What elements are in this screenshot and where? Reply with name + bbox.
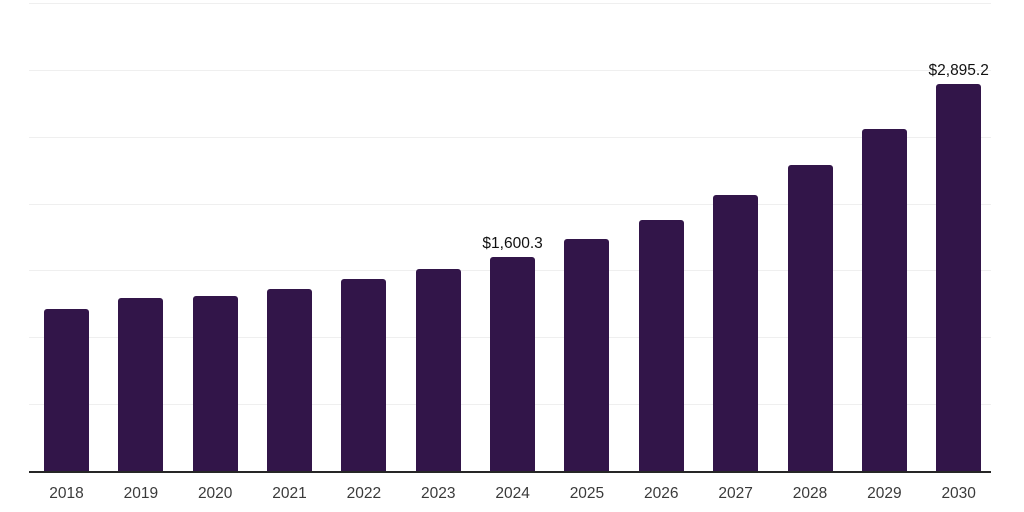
gridline-2000 [29,203,991,205]
x-tick-2028: 2028 [792,485,828,502]
gridline-3000 [29,69,991,71]
x-tick-2021: 2021 [272,485,307,502]
bar-2029 [861,128,907,471]
value-label-2024: $1,600.3 [482,235,543,253]
value-label-2030: $2,895.2 [928,61,989,79]
x-tick-2026: 2026 [644,485,679,502]
x-tick-2023: 2023 [421,485,456,502]
bar-2027 [713,195,759,471]
x-tick-2030: 2030 [941,485,976,502]
x-tick-2024: 2024 [495,485,530,502]
x-tick-2020: 2020 [197,485,233,502]
x-tick-2027: 2027 [718,485,753,502]
gridline-2500 [29,136,991,138]
bar-2021 [267,288,313,471]
x-tick-2022: 2022 [346,485,382,502]
plot-area: $1,600.3 $2,895.2 [29,3,991,471]
x-axis-line [29,471,991,473]
gridline-3500 [29,3,991,4]
bar-2019 [118,298,164,471]
bar-2030 [936,83,982,471]
bar-2025 [564,239,610,471]
x-tick-2019: 2019 [123,485,159,502]
bar-2018 [44,309,89,471]
x-tick-2029: 2029 [867,485,902,502]
bar-2023 [415,268,461,471]
bar-2024 [490,257,536,471]
bar-2022 [341,278,387,471]
bar-2026 [638,220,684,471]
bar-2020 [192,296,238,471]
x-tick-2018: 2018 [49,485,84,502]
x-tick-2025: 2025 [569,485,605,502]
bar-2028 [787,165,833,471]
